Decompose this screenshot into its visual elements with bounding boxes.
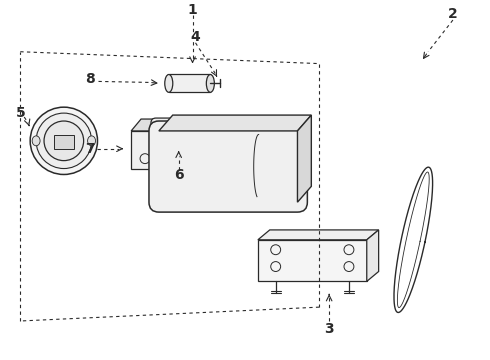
Ellipse shape xyxy=(32,136,40,146)
Polygon shape xyxy=(159,115,311,131)
Polygon shape xyxy=(131,119,196,131)
Text: 6: 6 xyxy=(174,168,183,183)
Polygon shape xyxy=(54,135,74,149)
Circle shape xyxy=(36,113,92,168)
Text: 7: 7 xyxy=(85,142,95,156)
Text: 8: 8 xyxy=(85,72,95,86)
Text: 5: 5 xyxy=(15,106,25,120)
Polygon shape xyxy=(297,115,311,202)
Polygon shape xyxy=(367,230,379,282)
Polygon shape xyxy=(169,75,210,92)
Ellipse shape xyxy=(206,75,214,92)
Circle shape xyxy=(30,107,98,175)
Polygon shape xyxy=(258,240,367,282)
Polygon shape xyxy=(186,119,196,168)
Polygon shape xyxy=(258,230,379,240)
Ellipse shape xyxy=(88,136,96,146)
Text: 3: 3 xyxy=(324,322,334,336)
FancyBboxPatch shape xyxy=(149,121,307,212)
Circle shape xyxy=(44,121,84,161)
FancyBboxPatch shape xyxy=(151,118,187,156)
Polygon shape xyxy=(131,131,186,168)
Text: 1: 1 xyxy=(188,3,197,17)
Text: 4: 4 xyxy=(191,30,200,44)
FancyBboxPatch shape xyxy=(181,118,216,156)
Text: 2: 2 xyxy=(448,7,458,21)
Ellipse shape xyxy=(165,75,173,92)
